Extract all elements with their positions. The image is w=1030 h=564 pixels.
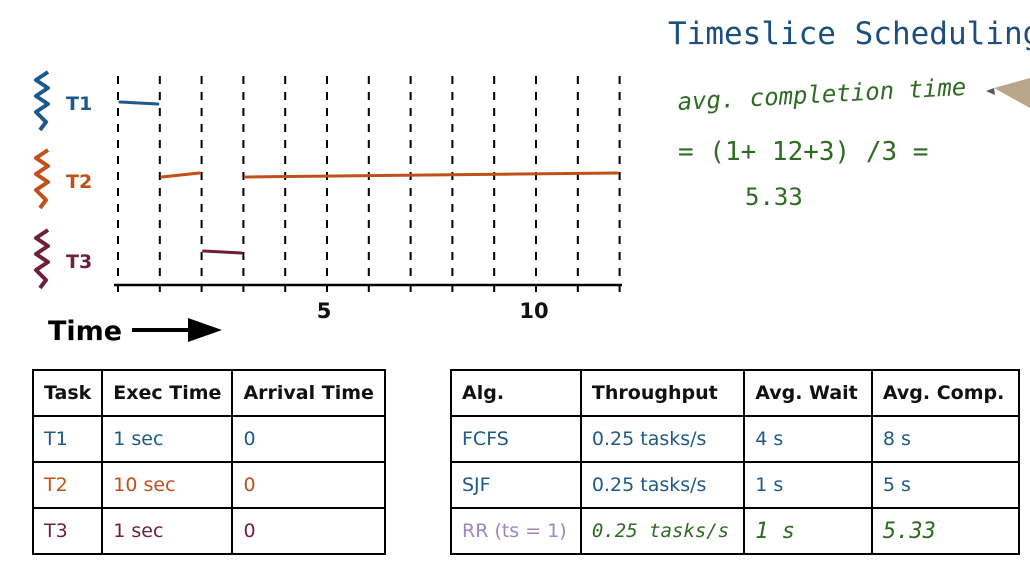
- task-label-t2: T2: [66, 171, 92, 193]
- avg-comp-cell: 5.33: [870, 507, 1021, 555]
- task-table-header-row: Task Exec Time Arrival Time: [31, 369, 386, 417]
- task-cell: T1: [31, 415, 104, 463]
- table-row: RR (ts = 1) 0.25 tasks/s 1 s 5.33: [450, 507, 1021, 555]
- table-row: FCFS 0.25 tasks/s 4 s 8 s: [450, 415, 1021, 463]
- alg-table-header-row: Alg. Throughput Avg. Wait Avg. Comp.: [450, 369, 1021, 417]
- execution-segment-t1: [118, 100, 160, 106]
- page-title: Timeslice Scheduling: [668, 16, 1030, 52]
- squiggle-icon-t3: [34, 228, 50, 290]
- execution-segment-t2: [243, 171, 620, 179]
- exec-time-cell: 1 sec: [101, 415, 234, 463]
- header-alg: Alg.: [450, 369, 582, 417]
- exec-time-cell: 10 sec: [101, 461, 234, 509]
- header-avg-wait: Avg. Wait: [743, 369, 873, 417]
- header-exec-time: Exec Time: [101, 369, 234, 417]
- formula-line-1: avg. completion time: [677, 73, 967, 116]
- alg-cell: SJF: [450, 461, 582, 509]
- execution-segment-t2: [160, 171, 202, 179]
- table-row: T3 1 sec 0: [31, 507, 386, 555]
- execution-segment-t3: [202, 249, 243, 255]
- alg-cell: RR (ts = 1): [450, 507, 582, 555]
- avg-comp-cell: 5 s: [870, 461, 1021, 509]
- throughput-cell: 0.25 tasks/s: [579, 461, 746, 509]
- header-task: Task: [31, 369, 104, 417]
- avg-wait-cell: 1 s: [743, 507, 873, 555]
- task-label-t1: T1: [66, 93, 92, 115]
- task-cell: T3: [31, 507, 104, 555]
- squiggle-icon-t2: [34, 148, 50, 210]
- header-throughput: Throughput: [579, 369, 746, 417]
- avg-wait-cell: 1 s: [743, 461, 873, 509]
- axis-tick-label-10: 10: [519, 299, 548, 323]
- arrow-right-icon: [132, 318, 222, 342]
- formula-result: 5.33: [745, 183, 803, 211]
- arrival-time-cell: 0: [231, 415, 386, 463]
- formula-line-2: = (1+ 12+3) /3 =: [678, 137, 928, 167]
- task-table: Task Exec Time Arrival Time T1 1 sec 0 T…: [31, 369, 386, 555]
- alg-cell: FCFS: [450, 415, 582, 463]
- arrival-time-cell: 0: [231, 507, 386, 555]
- table-row: T2 10 sec 0: [31, 461, 386, 509]
- axis-tick-label-5: 5: [317, 299, 332, 323]
- squiggle-icon-t1: [34, 70, 50, 132]
- exec-time-cell: 1 sec: [101, 507, 234, 555]
- avg-comp-cell: 8 s: [870, 415, 1021, 463]
- time-label: Time: [48, 316, 122, 347]
- throughput-cell: 0.25 tasks/s: [579, 507, 746, 555]
- table-row: T1 1 sec 0: [31, 415, 386, 463]
- pen-icon: [986, 78, 1030, 108]
- throughput-cell: 0.25 tasks/s: [579, 415, 746, 463]
- header-avg-comp: Avg. Comp.: [870, 369, 1021, 417]
- avg-wait-cell: 4 s: [743, 415, 873, 463]
- header-arrival-time: Arrival Time: [231, 369, 386, 417]
- table-row: SJF 0.25 tasks/s 1 s 5 s: [450, 461, 1021, 509]
- task-cell: T2: [31, 461, 104, 509]
- task-label-t3: T3: [66, 251, 92, 273]
- arrival-time-cell: 0: [231, 461, 386, 509]
- algorithm-table: Alg. Throughput Avg. Wait Avg. Comp. FCF…: [450, 369, 1021, 555]
